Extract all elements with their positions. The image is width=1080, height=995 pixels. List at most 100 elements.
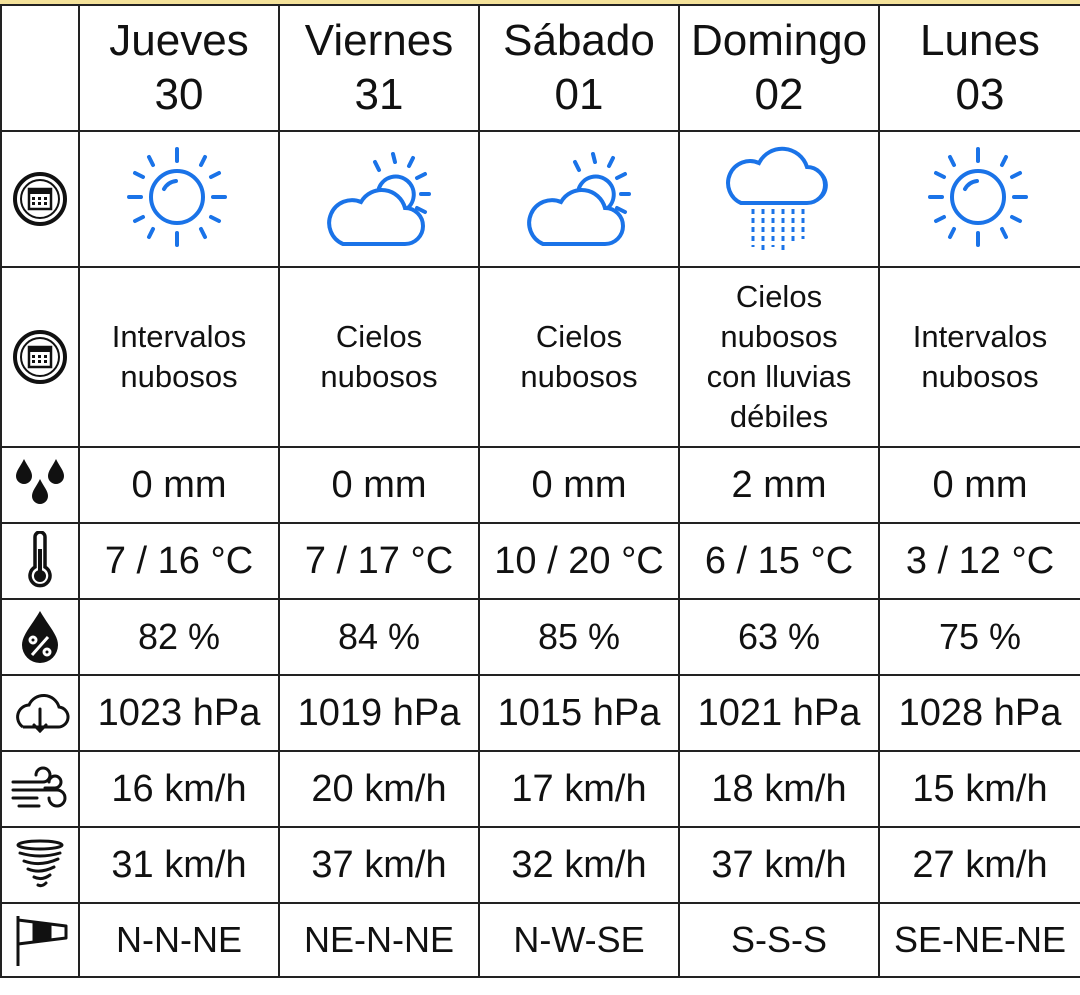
sun-icon <box>127 147 227 247</box>
temperature-cell: 7 / 16 °C <box>78 522 280 600</box>
description-line: Intervalos <box>111 319 247 354</box>
precipitation-value: 0 mm <box>932 463 1028 506</box>
precipitation-cell: 0 mm <box>878 446 1080 524</box>
day-date: 01 <box>554 70 604 119</box>
sun-behind-cloud-icon <box>327 152 431 246</box>
rain-cloud-icon <box>726 146 828 251</box>
direction-value: N-W-SE <box>513 919 645 960</box>
humidity-value: 75 % <box>938 616 1022 657</box>
wind-cell: 18 km/h <box>678 750 880 828</box>
forecast-table: Jueves 30 Viernes 31 Sábado 01 Domingo 02 Lu… <box>0 4 1080 978</box>
wind-icon <box>11 766 67 808</box>
pressure-cell: 1028 hPa <box>878 674 1080 752</box>
humidity-value: 84 % <box>337 616 421 657</box>
temperature-value: 6 / 15 °C <box>704 539 854 582</box>
row-label-gust <box>0 826 80 904</box>
day-name: Viernes <box>304 16 454 65</box>
day-header: Jueves 30 <box>78 4 280 132</box>
description-row: Intervalos nubosos Cielos nubosos Cielos nu… <box>0 266 1080 448</box>
rain-drops-icon <box>16 459 64 504</box>
day-name: Lunes <box>920 16 1040 65</box>
gust-value: 37 km/h <box>311 843 447 886</box>
temperature-cell: 10 / 20 °C <box>478 522 680 600</box>
wind-value: 17 km/h <box>511 767 647 810</box>
day-name: Sábado <box>503 16 655 65</box>
gust-value: 37 km/h <box>711 843 847 886</box>
description-line: débiles <box>729 399 829 434</box>
humidity-cell: 63 % <box>678 598 880 676</box>
wind-cell: 15 km/h <box>878 750 1080 828</box>
precipitation-cell: 2 mm <box>678 446 880 524</box>
temperature-cell: 3 / 12 °C <box>878 522 1080 600</box>
description-line: Intervalos <box>912 319 1048 354</box>
calendar-icon <box>13 330 67 384</box>
row-label-pressure <box>0 674 80 752</box>
description-line: con lluvias <box>706 359 852 394</box>
day-name: Jueves <box>109 16 249 65</box>
sky-cell <box>878 130 1080 268</box>
direction-value: SE-NE-NE <box>893 919 1067 960</box>
humidity-value: 82 % <box>137 616 221 657</box>
direction-cell: NE-N-NE <box>278 902 480 978</box>
row-label-direction <box>0 902 80 978</box>
pressure-cell: 1019 hPa <box>278 674 480 752</box>
day-header: Domingo 02 <box>678 4 880 132</box>
temperature-value: 3 / 12 °C <box>905 539 1055 582</box>
direction-cell: N-W-SE <box>478 902 680 978</box>
day-name: Domingo <box>690 16 868 65</box>
sun-icon <box>928 147 1028 247</box>
row-label-wind <box>0 750 80 828</box>
day-date: 03 <box>955 70 1005 119</box>
direction-cell: S-S-S <box>678 902 880 978</box>
description-cell: Cielos nubosos con lluvias débiles <box>678 266 880 448</box>
direction-value: S-S-S <box>730 919 827 960</box>
day-header: Lunes 03 <box>878 4 1080 132</box>
pressure-row: 1023 hPa 1019 hPa 1015 hPa 1021 hPa 1028… <box>0 674 1080 752</box>
pressure-cell: 1015 hPa <box>478 674 680 752</box>
humidity-row: 82 % 84 % 85 % 63 % 75 % <box>0 598 1080 676</box>
day-header-row: Jueves 30 Viernes 31 Sábado 01 Domingo 02 Lu… <box>0 4 1080 132</box>
tornado-gust-icon <box>16 839 64 888</box>
gust-cell: 37 km/h <box>278 826 480 904</box>
precipitation-value: 0 mm <box>331 463 427 506</box>
row-label-humidity <box>0 598 80 676</box>
pressure-value: 1021 hPa <box>697 691 861 734</box>
temperature-value: 7 / 17 °C <box>304 539 454 582</box>
description-line: nubosos <box>520 359 638 394</box>
description-line: Cielos <box>335 319 423 354</box>
wind-cell: 17 km/h <box>478 750 680 828</box>
pressure-value: 1023 hPa <box>97 691 261 734</box>
temperature-cell: 7 / 17 °C <box>278 522 480 600</box>
wind-direction-row: N-N-NE NE-N-NE N-W-SE S-S-S SE-NE-NE <box>0 902 1080 978</box>
temperature-value: 10 / 20 °C <box>494 539 664 582</box>
gust-value: 31 km/h <box>111 843 247 886</box>
pressure-value: 1015 hPa <box>497 691 661 734</box>
gust-value: 27 km/h <box>912 843 1048 886</box>
wind-cell: 20 km/h <box>278 750 480 828</box>
day-header: Sábado 01 <box>478 4 680 132</box>
day-date: 30 <box>154 70 204 119</box>
row-label-precipitation <box>0 446 80 524</box>
sky-cell <box>278 130 480 268</box>
humidity-cell: 84 % <box>278 598 480 676</box>
humidity-cell: 82 % <box>78 598 280 676</box>
precipitation-value: 2 mm <box>731 463 827 506</box>
row-label-temperature <box>0 522 80 600</box>
description-line: nubosos <box>320 359 438 394</box>
top-accent-line <box>0 0 1080 4</box>
humidity-value: 85 % <box>537 616 621 657</box>
precipitation-row: 0 mm 0 mm 0 mm 2 mm 0 mm <box>0 446 1080 524</box>
temperature-row: 7 / 16 °C 7 / 17 °C 10 / 20 °C 6 / 15 °C… <box>0 522 1080 600</box>
description-line: nubosos <box>720 319 838 354</box>
sky-cell <box>678 130 880 268</box>
description-line: nubosos <box>921 359 1039 394</box>
row-label-description <box>0 266 80 448</box>
sky-icon-row <box>0 130 1080 268</box>
precipitation-value: 0 mm <box>531 463 627 506</box>
temperature-value: 7 / 16 °C <box>104 539 254 582</box>
description-cell: Cielos nubosos <box>478 266 680 448</box>
precipitation-cell: 0 mm <box>478 446 680 524</box>
temperature-cell: 6 / 15 °C <box>678 522 880 600</box>
description-line: Cielos <box>535 319 623 354</box>
precipitation-cell: 0 mm <box>78 446 280 524</box>
